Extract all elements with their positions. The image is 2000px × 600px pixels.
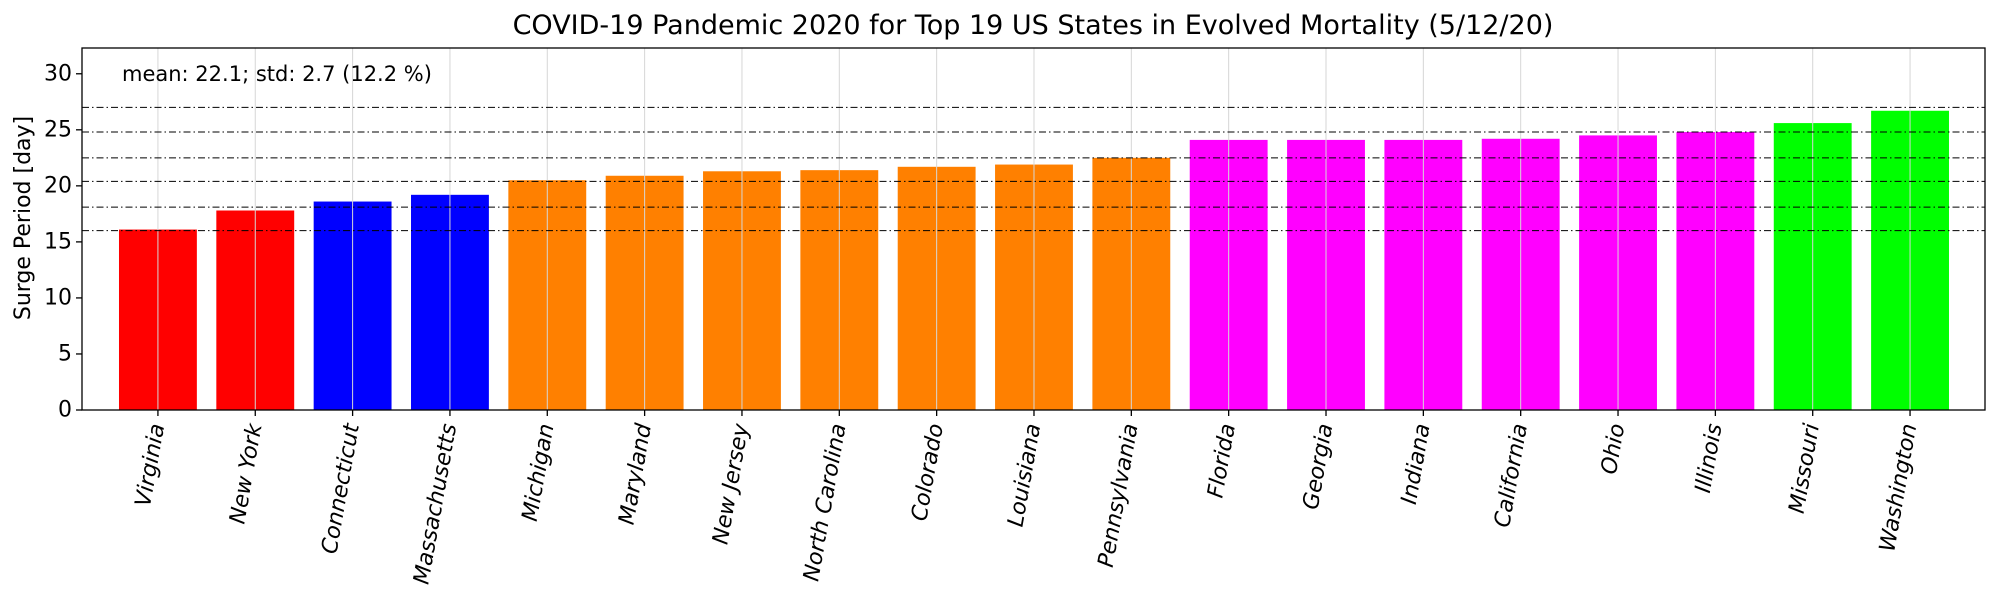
y-tick-label: 25 bbox=[44, 117, 72, 142]
y-axis-label: Surge Period [day] bbox=[11, 116, 36, 320]
y-tick-label: 20 bbox=[44, 173, 72, 198]
y-tick-label: 10 bbox=[44, 285, 72, 310]
y-tick-label: 15 bbox=[44, 229, 72, 254]
chart-title: COVID-19 Pandemic 2020 for Top 19 US Sta… bbox=[513, 10, 1554, 41]
reference-lines-layer bbox=[82, 106, 1985, 232]
x-axis-ticks: Virginia New York Connecticut Massachusetts… bbox=[131, 410, 1922, 586]
x-tick-label: New York bbox=[225, 421, 267, 526]
y-tick-label: 30 bbox=[44, 61, 72, 86]
x-tick-label: Illinois bbox=[1691, 422, 1728, 495]
x-tick-label: New Jersey bbox=[708, 421, 754, 547]
vertical-grid-layer bbox=[157, 48, 1911, 410]
x-tick-label: North Carolina bbox=[799, 422, 851, 583]
x-tick-label: Michigan bbox=[518, 422, 560, 523]
x-tick-label: Louisiana bbox=[1004, 422, 1047, 529]
x-tick-label: California bbox=[1490, 422, 1533, 530]
y-tick-label: 5 bbox=[58, 341, 72, 366]
x-tick-label: Washington bbox=[1875, 422, 1922, 554]
x-tick-label: Pennsylvania bbox=[1094, 422, 1144, 569]
x-tick-label: Florida bbox=[1203, 422, 1241, 500]
x-tick-label: Georgia bbox=[1299, 422, 1339, 512]
y-tick-label: 0 bbox=[58, 398, 72, 423]
x-tick-label: Maryland bbox=[615, 421, 658, 527]
x-tick-label: Colorado bbox=[907, 422, 949, 523]
x-tick-label: Virginia bbox=[131, 422, 170, 509]
x-tick-label: Indiana bbox=[1397, 422, 1436, 507]
x-tick-label: Massachusetts bbox=[409, 422, 462, 586]
stats-annotation: mean: 22.1; std: 2.7 (12.2 %) bbox=[122, 62, 432, 86]
y-axis-ticks: 0 5 10 15 20 25 30 bbox=[44, 61, 82, 423]
x-tick-label: Connecticut bbox=[317, 420, 365, 555]
x-tick-label: Missouri bbox=[1785, 422, 1825, 516]
x-tick-label: Ohio bbox=[1597, 422, 1630, 476]
